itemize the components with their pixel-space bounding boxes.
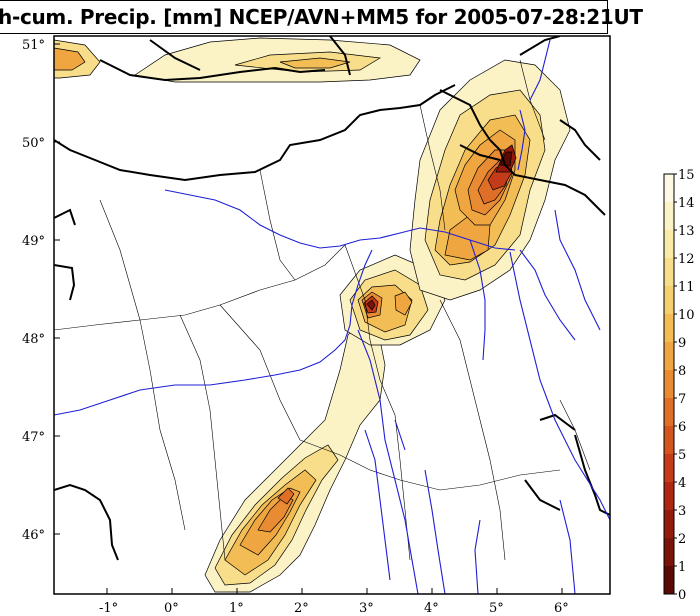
- map-frame: [53, 35, 611, 595]
- longitude-axis: -1° 0° 1° 2° 3° 4° 5° 6°: [99, 588, 569, 616]
- colorbar-frame: [663, 173, 675, 595]
- province-boundaries: [54, 59, 591, 561]
- colorbar-swatch: [664, 370, 674, 398]
- title-box: h-cum. Precip. [mm] NCEP/AVN+MM5 for 200…: [0, 0, 643, 34]
- colorbar-label: 3: [678, 504, 686, 519]
- colorbar-label: 10: [678, 308, 695, 323]
- colorbar-label: 14: [678, 196, 695, 211]
- colorbar-label: 2: [678, 532, 686, 547]
- colorbar-swatch: [664, 482, 674, 510]
- colorbar-label: 12: [678, 252, 695, 267]
- lat-label: 49°: [22, 234, 45, 249]
- colorbar-swatch: [664, 510, 674, 538]
- lon-label: 3°: [359, 601, 374, 616]
- colorbar-swatch: [664, 230, 674, 258]
- colorbar-swatch: [664, 286, 674, 314]
- country-borders: [54, 36, 610, 561]
- latitude-axis: 51° 50° 49° 48° 47° 46°: [22, 38, 60, 543]
- colorbar-label: 7: [678, 392, 686, 407]
- precip-cell-southwest: [204, 317, 386, 593]
- colorbar-swatch: [664, 202, 674, 230]
- colorbar-label: 4: [678, 476, 686, 491]
- lat-label: 50°: [22, 136, 45, 151]
- lon-label: 2°: [294, 601, 309, 616]
- map-title: h-cum. Precip. [mm] NCEP/AVN+MM5 for 200…: [0, 5, 643, 29]
- lon-label: 5°: [489, 601, 504, 616]
- colorbar-label: 6: [678, 420, 686, 435]
- colorbar-swatch: [664, 398, 674, 426]
- colorbar-swatch: [664, 538, 674, 566]
- colorbar-label: 11: [678, 280, 695, 295]
- colorbar-label: 15: [678, 168, 695, 183]
- lat-label: 51°: [22, 38, 45, 53]
- colorbar-swatch: [664, 342, 674, 370]
- rivers: [54, 39, 610, 594]
- colorbar-swatch: [664, 174, 674, 202]
- colorbar-label: 5: [678, 448, 686, 463]
- lon-label: 0°: [164, 601, 179, 616]
- precip-cell-northeast: [409, 59, 571, 301]
- lon-label: -1°: [99, 601, 118, 616]
- colorbar-label: 1: [678, 560, 686, 575]
- lon-label: 6°: [554, 601, 569, 616]
- colorbar-swatch: [664, 426, 674, 454]
- colorbar-swatch: [664, 566, 674, 594]
- lat-label: 47°: [22, 430, 45, 445]
- precip-field: [54, 36, 610, 594]
- colorbar-swatch: [664, 454, 674, 482]
- colorbar-swatch: [664, 314, 674, 342]
- colorbar-swatch: [664, 258, 674, 286]
- colorbar-label: 13: [678, 224, 695, 239]
- colorbar-label: 0: [678, 588, 686, 603]
- lat-label: 46°: [22, 528, 45, 543]
- lat-label: 48°: [22, 332, 45, 347]
- lon-label: 4°: [424, 601, 439, 616]
- colorbar-label: 8: [678, 364, 686, 379]
- colorbar-label: 9: [678, 336, 686, 351]
- lon-label: 1°: [229, 601, 244, 616]
